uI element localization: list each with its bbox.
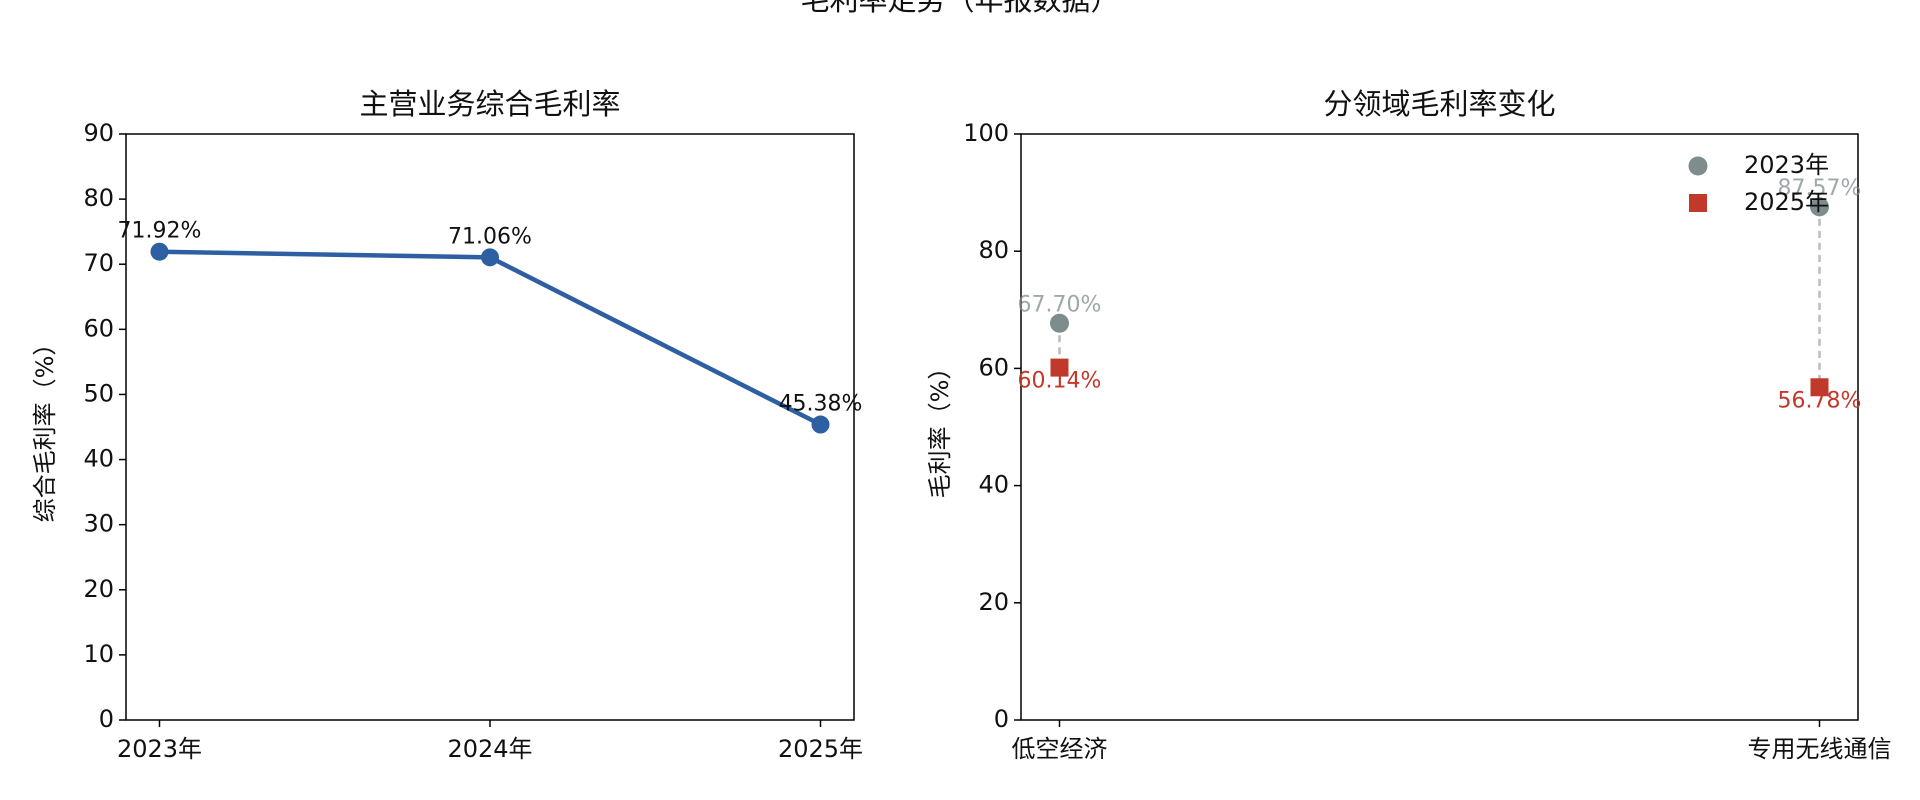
y-tick-label: 60: [83, 314, 114, 342]
point: [481, 248, 499, 267]
value-label: 60.14%: [1018, 369, 1102, 394]
y-tick-label: 40: [83, 445, 114, 473]
y-tick-label: 40: [978, 471, 1009, 499]
point: [150, 242, 169, 261]
y-tick-label: 0: [994, 705, 1009, 733]
y-axis-label: 毛利率（%）: [926, 356, 954, 499]
value-label: 87.57%: [1778, 176, 1862, 201]
point: [811, 415, 830, 434]
y-tick-label: 30: [83, 510, 114, 538]
chart-title: 主营业务综合毛利率: [359, 87, 620, 121]
value-label: 67.70%: [1018, 292, 1102, 317]
point: [1809, 197, 1829, 217]
y-tick-label: 80: [83, 184, 114, 212]
y-tick-label: 0: [99, 705, 114, 733]
y-tick-label: 70: [83, 249, 114, 277]
value-label: 71.92%: [118, 219, 202, 244]
legend-marker: [1688, 156, 1708, 176]
figure-title: 毛利率走势（年报数据）: [800, 0, 1119, 17]
y-tick-label: 80: [978, 236, 1009, 264]
y-tick-label: 60: [978, 353, 1009, 381]
value-label: 45.38%: [779, 392, 863, 417]
line: [159, 249, 822, 427]
value-label: 71.06%: [448, 224, 532, 249]
chart-title: 分领域毛利率变化: [1323, 87, 1555, 121]
x-tick-label: 低空经济: [1012, 735, 1108, 763]
legend-label: 2023年: [1744, 151, 1829, 179]
y-axis-label: 综合毛利率（%）: [31, 332, 59, 523]
x-tick-label: 专用无线通信: [1747, 735, 1891, 763]
point: [1050, 313, 1070, 333]
x-tick-label: 2023年: [117, 735, 202, 763]
point: [1810, 378, 1829, 397]
y-tick-label: 100: [963, 119, 1009, 147]
x-tick-label: 2024年: [447, 735, 532, 763]
point: [1050, 358, 1069, 377]
x-tick-label: 2025年: [778, 735, 863, 763]
y-tick-label: 20: [83, 575, 114, 603]
y-tick-label: 50: [83, 379, 114, 407]
legend-marker: [1689, 194, 1707, 212]
y-tick-label: 10: [83, 640, 114, 668]
y-tick-label: 90: [83, 119, 114, 147]
y-tick-label: 20: [978, 588, 1009, 616]
legend-label: 2025年: [1744, 188, 1829, 216]
plot-frame: [1020, 133, 1859, 721]
value-label: 56.78%: [1778, 388, 1862, 413]
plot-frame: [125, 133, 855, 721]
